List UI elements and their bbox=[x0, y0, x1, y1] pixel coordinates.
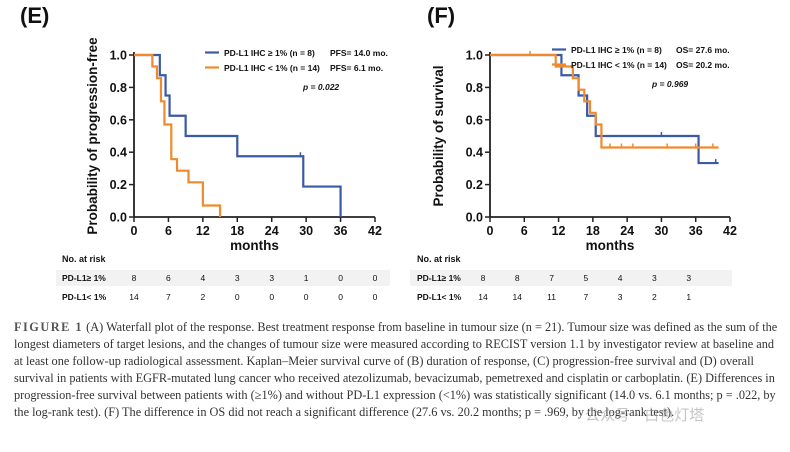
legend-stat: PFS= 6.1 mo. bbox=[330, 63, 383, 73]
y-tick-label: 0.8 bbox=[110, 81, 127, 95]
x-tick-label: 0 bbox=[131, 224, 138, 238]
x-tick-label: 24 bbox=[265, 224, 279, 238]
x-tick-label: 18 bbox=[230, 224, 244, 238]
risk-value: 14 bbox=[129, 292, 139, 302]
risk-value: 11 bbox=[547, 292, 556, 302]
y-tick-label: 0.2 bbox=[110, 178, 127, 192]
legend-label: PD-L1 IHC < 1% (n = 14) bbox=[224, 63, 320, 73]
risk-value: 7 bbox=[166, 292, 171, 302]
risk-value: 0 bbox=[235, 292, 240, 302]
y-tick-label: 0.4 bbox=[110, 146, 127, 160]
risk-value: 8 bbox=[515, 273, 520, 283]
km-curve-pdl1-high bbox=[134, 53, 342, 217]
risk-row-label: PD-L1< 1% bbox=[62, 292, 107, 302]
risk-table-title: No. at risk bbox=[417, 254, 462, 264]
risk-value: 2 bbox=[652, 292, 657, 302]
risk-value: 6 bbox=[166, 273, 171, 283]
legend-stat: OS= 20.2 mo. bbox=[676, 60, 730, 70]
x-tick-label: 0 bbox=[487, 224, 494, 238]
x-tick-label: 18 bbox=[586, 224, 600, 238]
y-tick-label: 0.4 bbox=[466, 146, 483, 160]
km-curve-pdl1-low bbox=[490, 53, 719, 149]
risk-value: 0 bbox=[304, 292, 309, 302]
risk-value: 0 bbox=[373, 273, 378, 283]
figure-label: FIGURE 1 bbox=[14, 320, 84, 334]
risk-value: 7 bbox=[549, 273, 554, 283]
risk-row-label: PD-L1≥ 1% bbox=[417, 273, 461, 283]
km-curve-pdl1-high bbox=[490, 53, 719, 165]
x-axis-title: months bbox=[230, 238, 279, 253]
risk-value: 1 bbox=[304, 273, 309, 283]
x-tick-label: 6 bbox=[165, 224, 172, 238]
risk-value: 14 bbox=[513, 292, 523, 302]
panel-f-label: (F) bbox=[427, 3, 456, 28]
risk-value: 4 bbox=[200, 273, 205, 283]
risk-value: 0 bbox=[269, 292, 274, 302]
x-tick-label: 30 bbox=[299, 224, 313, 238]
risk-value: 8 bbox=[481, 273, 486, 283]
caption-text: (A) Waterfall plot of the response. Best… bbox=[14, 320, 778, 419]
risk-row-label: PD-L1< 1% bbox=[417, 292, 462, 302]
x-tick-label: 42 bbox=[368, 224, 382, 238]
x-tick-label: 6 bbox=[521, 224, 528, 238]
y-tick-label: 0.2 bbox=[466, 178, 483, 192]
y-tick-label: 0.6 bbox=[110, 113, 127, 127]
risk-value: 0 bbox=[338, 292, 343, 302]
risk-value: 7 bbox=[583, 292, 588, 302]
x-tick-label: 12 bbox=[196, 224, 210, 238]
risk-value: 5 bbox=[583, 273, 588, 283]
legend-label: PD-L1 IHC ≥ 1% (n = 8) bbox=[224, 48, 315, 58]
y-tick-label: 1.0 bbox=[466, 49, 483, 63]
panel-f-chart: 0 6 12 18 24 30 36 420.00.20.40.60.81.0monthsPr… bbox=[410, 45, 737, 302]
risk-value: 2 bbox=[200, 292, 205, 302]
y-tick-label: 1.0 bbox=[110, 49, 127, 63]
risk-row-label: PD-L1≥ 1% bbox=[62, 273, 106, 283]
x-axis-title: months bbox=[586, 238, 635, 253]
legend-stat: OS= 27.6 mo. bbox=[676, 45, 730, 55]
y-axis-title: Probability of progression-free bbox=[85, 37, 100, 235]
risk-value: 4 bbox=[618, 273, 623, 283]
risk-row-band bbox=[410, 270, 732, 286]
risk-value: 3 bbox=[269, 273, 274, 283]
risk-value: 3 bbox=[686, 273, 691, 283]
risk-value: 3 bbox=[618, 292, 623, 302]
legend-label: PD-L1 IHC < 1% (n = 14) bbox=[571, 60, 667, 70]
risk-value: 14 bbox=[478, 292, 488, 302]
y-tick-label: 0.0 bbox=[466, 211, 483, 225]
risk-value: 0 bbox=[338, 273, 343, 283]
x-tick-label: 12 bbox=[552, 224, 566, 238]
x-tick-label: 36 bbox=[334, 224, 348, 238]
panel-f: (F) 0 6 12 18 24 30 36 42 0.0 0.2 0.4 0.6 0.8 1.0 mont… bbox=[395, 0, 790, 312]
risk-row-band bbox=[56, 270, 390, 286]
risk-value: 3 bbox=[235, 273, 240, 283]
x-tick-label: 42 bbox=[723, 224, 737, 238]
y-tick-label: 0.0 bbox=[110, 211, 127, 225]
risk-table-title: No. at risk bbox=[62, 254, 107, 264]
risk-value: 3 bbox=[652, 273, 657, 283]
x-tick-label: 24 bbox=[620, 224, 634, 238]
x-tick-label: 30 bbox=[654, 224, 668, 238]
risk-value: 1 bbox=[686, 292, 691, 302]
figure-caption: FIGURE 1 (A) Waterfall plot of the respo… bbox=[14, 319, 778, 421]
km-curve-pdl1-low bbox=[134, 53, 222, 217]
y-tick-label: 0.8 bbox=[466, 81, 483, 95]
y-axis-title: Probability of survival bbox=[431, 65, 446, 206]
risk-value: 8 bbox=[132, 273, 137, 283]
legend-label: PD-L1 IHC ≥ 1% (n = 8) bbox=[571, 45, 662, 55]
legend-stat: PFS= 14.0 mo. bbox=[330, 48, 388, 58]
y-tick-label: 0.6 bbox=[466, 113, 483, 127]
p-value: p = 0.022 bbox=[302, 82, 339, 92]
p-value: p = 0.969 bbox=[651, 79, 688, 89]
panel-e: (E) 0 6 12 18 24 30 36 42 0.0 0.2 0.4 0.6 0.8 1.0 mont… bbox=[0, 0, 395, 312]
x-tick-label: 36 bbox=[689, 224, 703, 238]
panel-e-chart: 0 6 12 18 24 30 36 420.00.20.40.60.81.0monthsPr… bbox=[56, 37, 390, 302]
risk-value: 0 bbox=[373, 292, 378, 302]
panel-e-label: (E) bbox=[20, 3, 50, 28]
watermark: 公众号 · 白色灯塔 bbox=[585, 406, 705, 424]
